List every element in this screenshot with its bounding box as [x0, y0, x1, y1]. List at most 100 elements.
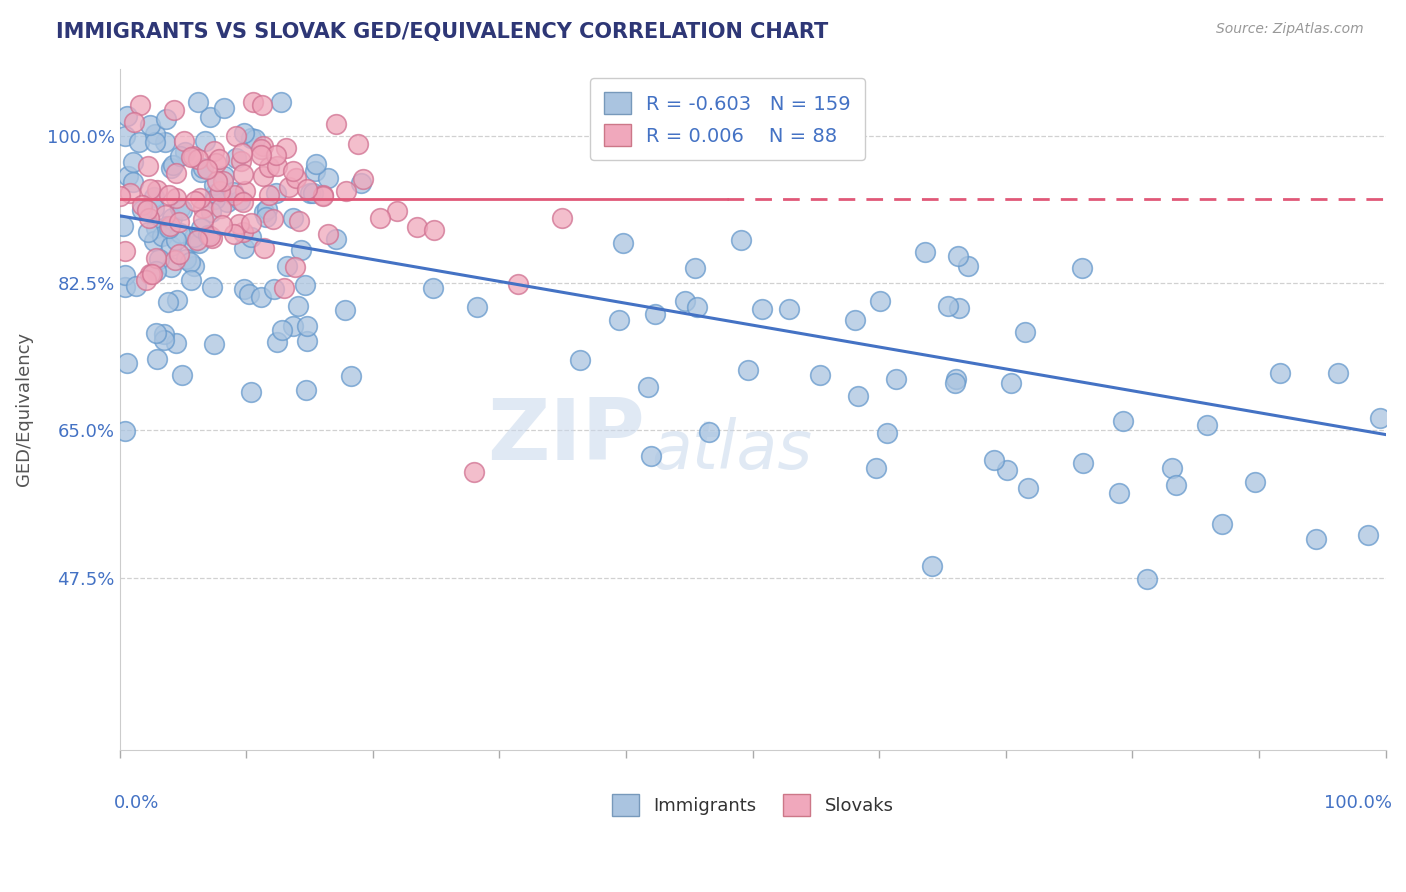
Point	[160, 239, 183, 253]
Point	[139, 182, 162, 196]
Point	[276, 260, 298, 274]
Point	[640, 449, 662, 463]
Point	[139, 118, 162, 132]
Point	[936, 300, 959, 314]
Point	[201, 231, 224, 245]
Point	[135, 202, 157, 217]
Point	[225, 151, 247, 165]
Point	[252, 138, 274, 153]
Point	[114, 244, 136, 258]
Point	[205, 156, 228, 170]
Text: ZIP: ZIP	[488, 395, 645, 478]
Point	[311, 187, 333, 202]
Point	[467, 300, 489, 314]
Point	[148, 252, 170, 266]
Point	[266, 334, 288, 349]
Point	[169, 226, 191, 240]
Point	[846, 389, 869, 403]
Point	[406, 219, 429, 234]
Point	[217, 194, 239, 209]
Point	[318, 171, 340, 186]
Point	[146, 352, 169, 367]
Point	[1160, 460, 1182, 475]
Point	[169, 202, 191, 216]
Legend: Immigrants, Slovaks: Immigrants, Slovaks	[605, 787, 901, 822]
Point	[145, 135, 167, 149]
Point	[212, 174, 235, 188]
Point	[278, 180, 301, 194]
Point	[222, 187, 245, 202]
Point	[163, 103, 186, 118]
Point	[335, 303, 357, 318]
Point	[1136, 572, 1159, 586]
Point	[180, 273, 202, 287]
Point	[204, 186, 226, 201]
Point	[294, 277, 316, 292]
Point	[145, 264, 167, 278]
Point	[169, 149, 191, 163]
Point	[325, 117, 347, 131]
Point	[948, 249, 970, 263]
Point	[186, 233, 208, 247]
Point	[222, 186, 245, 200]
Point	[422, 281, 444, 295]
Point	[287, 298, 309, 312]
Point	[197, 227, 219, 242]
Point	[299, 186, 322, 201]
Point	[295, 182, 318, 196]
Point	[143, 127, 166, 141]
Point	[945, 371, 967, 385]
Point	[284, 260, 307, 275]
Point	[312, 189, 335, 203]
Point	[914, 245, 936, 260]
Point	[506, 277, 529, 292]
Point	[266, 159, 288, 173]
Point	[325, 232, 347, 246]
Point	[232, 241, 254, 255]
Point	[1211, 516, 1233, 531]
Point	[153, 333, 176, 347]
Point	[222, 227, 245, 241]
Point	[231, 146, 253, 161]
Point	[254, 210, 277, 224]
Point	[290, 243, 312, 257]
Point	[143, 235, 166, 249]
Point	[201, 279, 224, 293]
Point	[160, 161, 183, 175]
Point	[232, 194, 254, 209]
Point	[204, 192, 226, 206]
Point	[229, 153, 252, 168]
Point	[273, 281, 295, 295]
Point	[232, 167, 254, 181]
Point	[165, 335, 187, 350]
Point	[283, 211, 305, 225]
Point	[110, 189, 132, 203]
Point	[316, 227, 339, 242]
Point	[943, 376, 966, 391]
Point	[675, 293, 697, 308]
Point	[173, 134, 195, 148]
Point	[304, 164, 326, 178]
Point	[136, 159, 159, 173]
Point	[229, 193, 252, 207]
Point	[238, 287, 260, 301]
Point	[187, 152, 209, 166]
Point	[118, 186, 141, 201]
Point	[153, 135, 176, 149]
Point	[115, 356, 138, 370]
Point	[1243, 475, 1265, 489]
Point	[387, 203, 409, 218]
Point	[181, 149, 204, 163]
Point	[335, 185, 357, 199]
Point	[122, 114, 145, 128]
Point	[1108, 486, 1130, 500]
Point	[225, 128, 247, 143]
Point	[232, 282, 254, 296]
Point	[143, 201, 166, 215]
Point	[159, 260, 181, 274]
Point	[212, 101, 235, 115]
Point	[191, 211, 214, 226]
Point	[240, 216, 263, 230]
Point	[685, 300, 707, 314]
Point	[281, 164, 304, 178]
